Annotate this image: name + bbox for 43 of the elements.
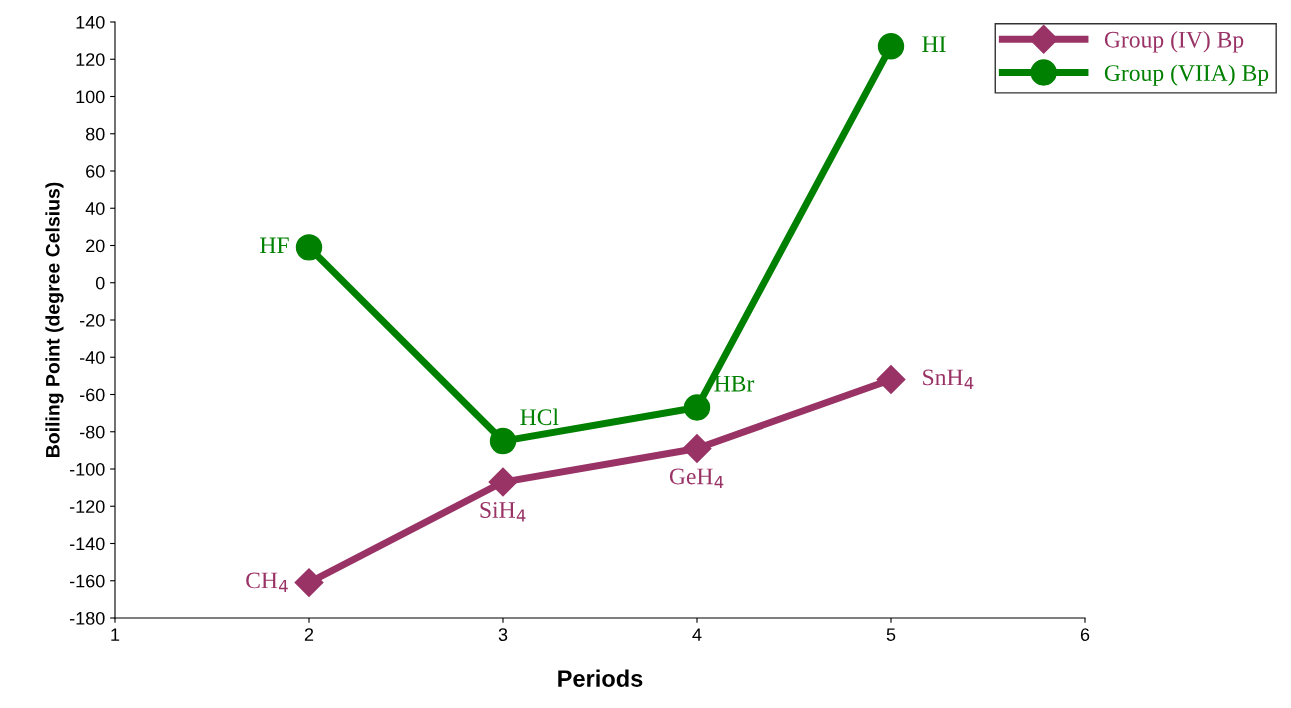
y-tick-label: -140 xyxy=(69,537,105,551)
y-tick-label: -100 xyxy=(69,462,105,476)
point xyxy=(877,33,905,60)
y-tick-label: -80 xyxy=(79,425,105,439)
annotation: GeH$_{4}$ xyxy=(669,468,724,489)
legend-label: Group (VIIA) Bp xyxy=(1104,64,1269,86)
annotation: HCl xyxy=(520,408,559,426)
y-tick-label: -40 xyxy=(79,351,105,364)
point xyxy=(294,568,324,598)
y-tick-label: 100 xyxy=(76,90,105,104)
y-tick-label: 20 xyxy=(86,239,105,253)
annotation: HI xyxy=(922,36,946,52)
point xyxy=(489,427,517,455)
point xyxy=(683,394,711,421)
x-tick-label: 4 xyxy=(692,628,702,641)
y-tick-label: 40 xyxy=(85,202,105,215)
y-tick-label: -180 xyxy=(69,611,105,625)
y-tick-label: 120 xyxy=(76,53,105,66)
x-tick-label: 1 xyxy=(111,628,120,641)
annotation: HBr xyxy=(714,375,755,392)
point xyxy=(682,434,712,463)
legend-label: Group (IV) Bp xyxy=(1104,31,1244,53)
y-tick-label: 80 xyxy=(85,127,105,141)
annotation: HF xyxy=(260,237,289,254)
point xyxy=(295,234,323,261)
x-tick-label: 6 xyxy=(1080,628,1090,641)
y-tick-label: 140 xyxy=(76,15,105,29)
y-tick-label: -20 xyxy=(79,313,105,327)
x-axis-title: Periods xyxy=(558,669,643,687)
x-tick-label: 5 xyxy=(886,628,896,641)
point xyxy=(488,467,518,497)
y-tick-label: 0 xyxy=(95,276,105,290)
y-tick-label: -160 xyxy=(69,574,105,588)
y-tick-label: -60 xyxy=(79,388,105,402)
y-tick-label: 60 xyxy=(86,164,105,178)
annotation: SnH$_{4}$ xyxy=(923,369,974,389)
x-tick-label: 2 xyxy=(304,628,314,641)
annotation: CH$_{4}$ xyxy=(246,572,288,592)
point xyxy=(876,365,906,395)
y-tick-label: -120 xyxy=(69,500,105,513)
x-tick-label: 3 xyxy=(498,628,508,641)
annotation: SiH$_{4}$ xyxy=(480,502,526,522)
y-axis-title: Boiling Point (degree Celsius) xyxy=(45,182,64,457)
